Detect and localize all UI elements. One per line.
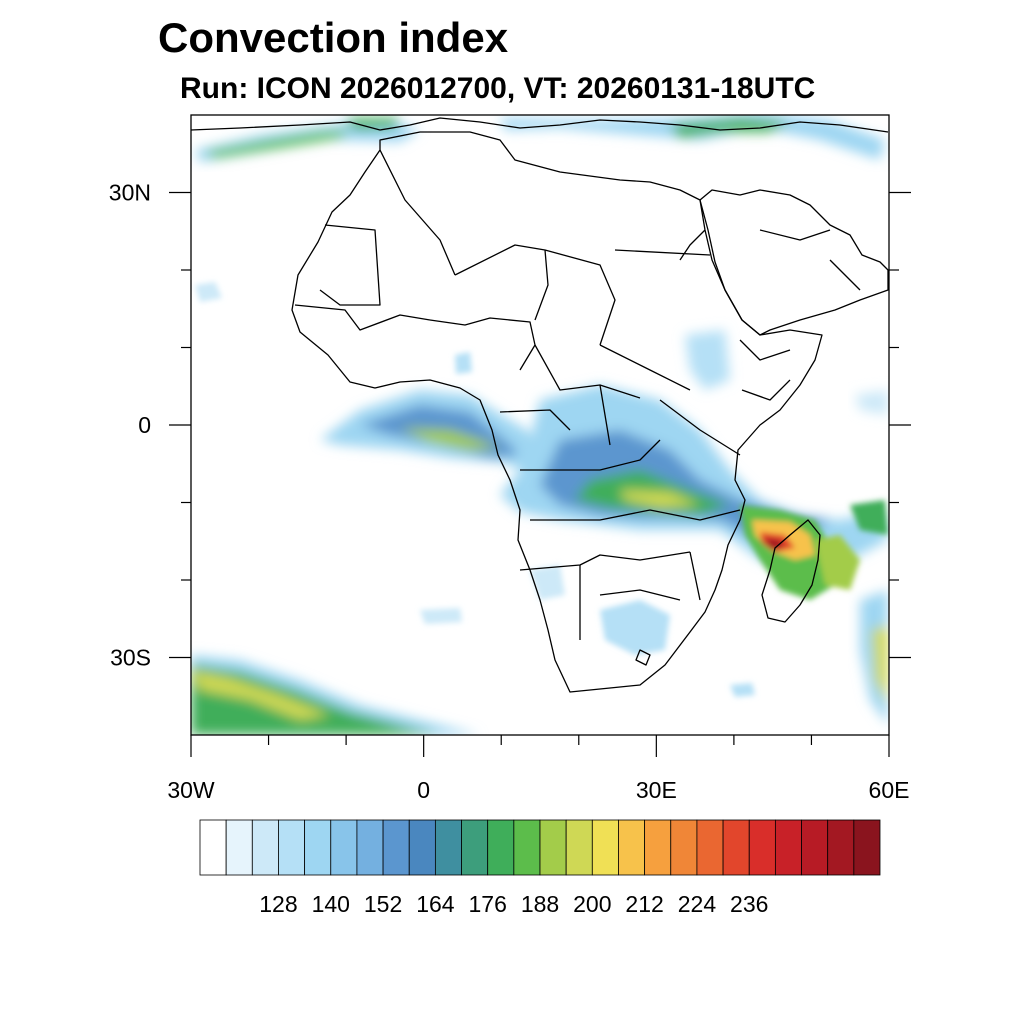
africa-coastline [291, 131, 823, 693]
colorbar-swatch [539, 819, 567, 876]
coastlines [191, 117, 889, 693]
colorbar-label: 152 [364, 891, 402, 917]
colorbar-swatch [434, 819, 462, 876]
x-tick-label: 30E [636, 777, 677, 803]
colorbar-label: 188 [521, 891, 559, 917]
colorbar-swatch [565, 819, 593, 876]
colorbar-label: 212 [625, 891, 663, 917]
colorbar-swatch [382, 819, 410, 876]
colorbar-swatch [278, 819, 306, 876]
y-tick-label: 0 [138, 412, 151, 438]
colorbar-swatch [356, 819, 384, 876]
convection-field [191, 115, 888, 735]
colorbar-swatch [225, 819, 253, 876]
y-tick-label: 30N [109, 180, 151, 206]
x-tick-label: 0 [417, 777, 430, 803]
colorbar-swatch [304, 819, 332, 876]
colorbar-swatch [801, 819, 829, 876]
southern-ocean-convection [191, 655, 480, 735]
colorbar-swatch [618, 819, 646, 876]
chart-subtitle: Run: ICON 2026012700, VT: 20260131-18UTC [180, 72, 816, 105]
itcz-convection [320, 390, 580, 480]
colorbar-swatch [853, 819, 881, 876]
y-tick-label: 30S [110, 645, 151, 671]
colorbar-swatch [696, 819, 724, 876]
colorbar-swatch [722, 819, 750, 876]
colorbar-swatch [461, 819, 489, 876]
colorbar-swatch [644, 819, 672, 876]
mediterranean-convection [195, 115, 885, 162]
colorbar-label: 224 [678, 891, 717, 917]
madagascar-coastline [761, 519, 821, 623]
colorbar-label: 200 [573, 891, 611, 917]
colorbar-label: 236 [730, 891, 768, 917]
colorbar-label: 176 [469, 891, 507, 917]
colorbar-swatch [774, 819, 802, 876]
colorbar-swatch [670, 819, 698, 876]
colorbar-swatch [513, 819, 541, 876]
colorbar-swatch [827, 819, 855, 876]
x-tick-label: 30W [167, 777, 215, 803]
colorbar-swatch [487, 819, 515, 876]
colorbar-swatch [408, 819, 436, 876]
x-tick-label: 60E [869, 777, 910, 803]
colorbar-label: 164 [416, 891, 455, 917]
colorbar-label: 140 [312, 891, 350, 917]
colorbar-swatch [251, 819, 279, 876]
colorbar-swatch [199, 819, 227, 876]
arabia-coastline [699, 189, 889, 336]
colorbar-label: 128 [259, 891, 297, 917]
colorbar-swatch [748, 819, 776, 876]
colorbar-swatch [591, 819, 619, 876]
map-axes: 30W 0 30E 60E 30N 0 30S [109, 180, 911, 803]
colorbar: 128 140 152 164 176 188 200 212 224 236 [199, 819, 881, 917]
chart-title: Convection index [158, 14, 509, 61]
colorbar-swatch [330, 819, 358, 876]
